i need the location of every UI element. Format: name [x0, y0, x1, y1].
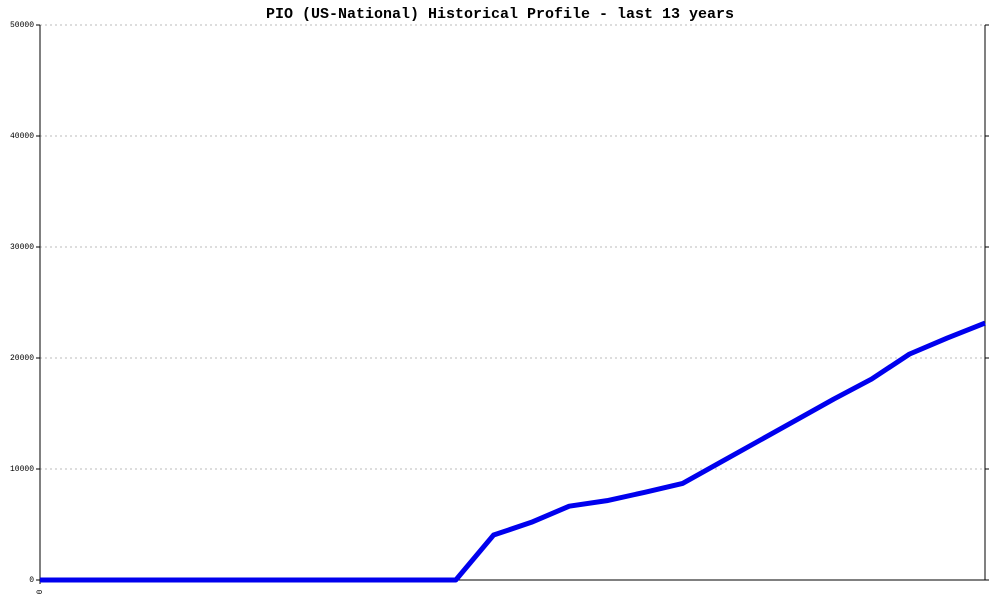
y-tick-label: 30000: [10, 243, 34, 252]
y-tick-label: 10000: [10, 465, 34, 474]
y-tick-label: 20000: [10, 354, 34, 363]
y-tick-label: 0: [29, 576, 34, 585]
x-tick-label: 0: [36, 589, 45, 594]
y-tick-label: 40000: [10, 132, 34, 141]
chart-title: PIO (US-National) Historical Profile - l…: [266, 6, 734, 23]
y-tick-label: 50000: [10, 21, 34, 30]
data-line: [40, 320, 986, 583]
